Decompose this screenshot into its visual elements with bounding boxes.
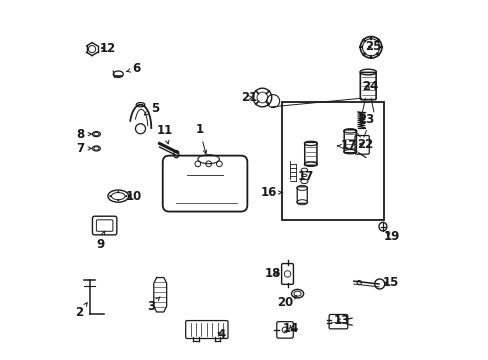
Text: 20: 20 [277, 296, 296, 309]
Circle shape [117, 191, 119, 193]
Text: 24: 24 [362, 80, 378, 93]
Circle shape [109, 195, 111, 197]
Circle shape [125, 195, 127, 197]
Text: 2: 2 [75, 303, 87, 319]
Text: 11: 11 [157, 124, 173, 144]
Text: 19: 19 [383, 230, 399, 243]
Text: 16: 16 [260, 186, 282, 199]
Text: 17: 17 [298, 170, 314, 183]
Bar [282, 102, 384, 220]
Text: 14: 14 [282, 322, 298, 335]
Text: 8: 8 [76, 127, 91, 141]
Text: 18: 18 [264, 267, 280, 280]
Text: 17: 17 [337, 139, 356, 152]
Text: 25: 25 [364, 40, 380, 53]
Text: 15: 15 [382, 276, 398, 289]
Text: 4: 4 [217, 328, 225, 341]
Text: 21: 21 [240, 91, 256, 104]
Circle shape [117, 199, 119, 201]
Text: 23: 23 [358, 113, 374, 126]
Text: 22: 22 [357, 138, 373, 150]
Text: 10: 10 [126, 190, 142, 203]
Text: 7: 7 [76, 142, 91, 155]
Text: 5: 5 [144, 102, 159, 115]
Text: 6: 6 [126, 62, 140, 75]
Text: 1: 1 [195, 123, 206, 154]
Text: 13: 13 [332, 314, 349, 327]
Text: 9: 9 [96, 231, 105, 251]
Text: 3: 3 [147, 297, 160, 313]
Text: 12: 12 [99, 41, 115, 54]
